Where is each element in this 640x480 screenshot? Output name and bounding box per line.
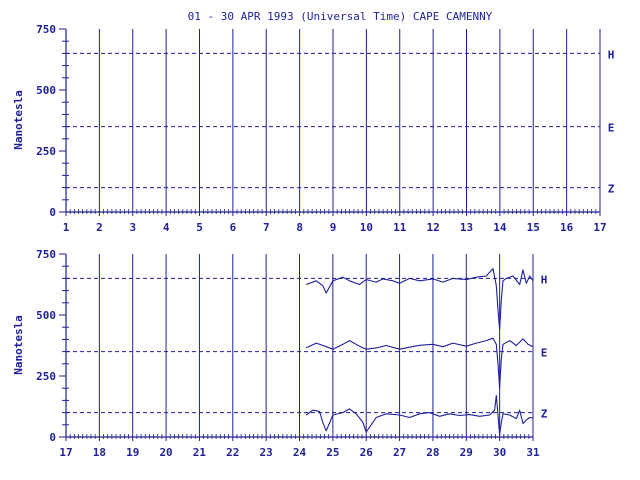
x-tick-label: 6 <box>230 221 237 234</box>
x-tick-label: 17 <box>59 446 72 459</box>
trace-z <box>305 394 534 436</box>
y-tick-label: 750 <box>36 23 56 36</box>
x-tick-label: 4 <box>163 221 170 234</box>
x-tick-label: 21 <box>193 446 207 459</box>
x-tick-label: 28 <box>426 446 439 459</box>
x-tick-label: 27 <box>393 446 406 459</box>
y-tick-label: 0 <box>49 431 56 444</box>
component-label-z: Z <box>608 183 615 196</box>
y-tick-label: 500 <box>36 309 56 322</box>
y-tick-label: 750 <box>36 248 56 261</box>
x-tick-label: 1 <box>63 221 70 234</box>
x-tick-label: 25 <box>326 446 339 459</box>
x-tick-label: 10 <box>360 221 373 234</box>
component-label-z: Z <box>541 408 548 421</box>
x-tick-label: 13 <box>460 221 473 234</box>
x-tick-label: 9 <box>330 221 337 234</box>
x-tick-label: 14 <box>493 221 507 234</box>
x-tick-label: 8 <box>296 221 303 234</box>
component-label-e: E <box>608 122 615 135</box>
component-label-h: H <box>541 273 548 286</box>
x-tick-label: 26 <box>360 446 374 459</box>
x-tick-label: 20 <box>159 446 172 459</box>
bottom-plot-area: 0 250 500 750 17 18 19 20 21 22 23 24 25 26 27 28 29 30 31… <box>36 248 548 459</box>
y-tick-label: 0 <box>49 206 56 219</box>
x-tick-label: 19 <box>126 446 139 459</box>
chart-title: 01 - 30 APR 1993 (Universal Time) CAPE C… <box>188 10 493 23</box>
trace-h <box>306 268 534 331</box>
x-tick-label: 17 <box>593 221 606 234</box>
x-tick-label: 22 <box>226 446 239 459</box>
x-tick-label: 3 <box>129 221 136 234</box>
x-tick-label: 7 <box>263 221 270 234</box>
x-tick-label: 18 <box>93 446 106 459</box>
component-label-h: H <box>608 48 615 61</box>
trace-e <box>305 337 534 389</box>
top-ylabel: Nanotesla <box>12 90 25 150</box>
x-tick-label: 15 <box>527 221 540 234</box>
x-tick-label: 2 <box>96 221 103 234</box>
bottom-ylabel: Nanotesla <box>12 315 25 375</box>
component-label-e: E <box>541 347 548 360</box>
x-tick-label: 24 <box>293 446 307 459</box>
x-tick-label: 11 <box>393 221 407 234</box>
x-tick-label: 23 <box>260 446 273 459</box>
bottom-panel: Nanotesla 0 250 500 750 17 18 19 20 21 22 23 24 25 26… <box>12 248 548 459</box>
x-tick-label: 30 <box>493 446 506 459</box>
x-tick-label: 12 <box>427 221 440 234</box>
x-tick-label: 16 <box>560 221 574 234</box>
x-tick-label: 31 <box>526 446 540 459</box>
y-tick-label: 250 <box>36 370 56 383</box>
x-tick-label: 5 <box>196 221 203 234</box>
x-tick-label: 29 <box>460 446 473 459</box>
y-tick-label: 250 <box>36 145 56 158</box>
y-tick-label: 500 <box>36 84 56 97</box>
